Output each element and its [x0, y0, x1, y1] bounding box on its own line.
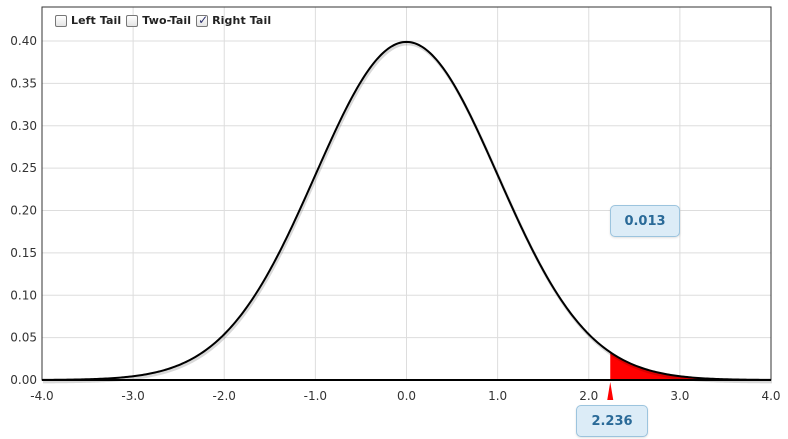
x-tick-label: 3.0	[670, 389, 689, 403]
grid-lines	[42, 7, 771, 380]
tail-selector: Left Tail Two-Tail Right Tail	[55, 13, 273, 27]
x-axis-tick-labels: -4.0 -3.0 -2.0 -1.0 0.0 1.0 2.0 3.0 4.0	[30, 389, 780, 403]
y-axis-tick-labels: 0.00 0.05 0.10 0.15 0.20 0.25 0.30 0.35 0.40	[10, 34, 37, 387]
y-tick-label: 0.25	[10, 161, 37, 175]
density-curve	[41, 40, 772, 381]
right-tail-shaded-area	[610, 352, 771, 380]
two-tail-label: Two-Tail	[142, 14, 192, 27]
right-tail-option[interactable]: Right Tail	[196, 13, 272, 27]
two-tail-checkbox[interactable]	[126, 14, 139, 27]
x-tick-label: 2.0	[579, 389, 598, 403]
y-tick-label: 0.30	[10, 119, 37, 133]
x-tick-label: -3.0	[121, 389, 144, 403]
x-tick-label: 4.0	[761, 389, 780, 403]
left-tail-checkbox[interactable]	[55, 14, 67, 27]
y-tick-label: 0.15	[10, 246, 37, 260]
x-tick-label: 1.0	[488, 389, 507, 403]
left-tail-label: Left Tail	[71, 14, 122, 27]
x-tick-label: 0.0	[397, 389, 416, 403]
curve-shadow	[42, 42, 773, 384]
y-tick-label: 0.05	[10, 331, 37, 345]
right-tail-checkbox[interactable]	[196, 13, 208, 27]
x-tick-label: -4.0	[30, 389, 53, 403]
critical-value-input[interactable]: 2.236	[576, 405, 648, 437]
x-tick-label: -1.0	[304, 389, 327, 403]
left-tail-option[interactable]: Left Tail	[55, 14, 121, 27]
critical-value-marker[interactable]	[607, 382, 614, 400]
y-tick-label: 0.10	[10, 288, 37, 302]
two-tail-option[interactable]: Two-Tail	[126, 14, 191, 27]
right-tail-label: Right Tail	[212, 14, 272, 27]
tail-probability-label: 0.013	[610, 205, 680, 237]
y-tick-label: 0.20	[10, 204, 37, 218]
x-tick-label: -2.0	[213, 389, 236, 403]
y-tick-label: 0.35	[10, 76, 37, 90]
y-tick-label: 0.00	[10, 373, 37, 387]
y-tick-label: 0.40	[10, 34, 37, 48]
